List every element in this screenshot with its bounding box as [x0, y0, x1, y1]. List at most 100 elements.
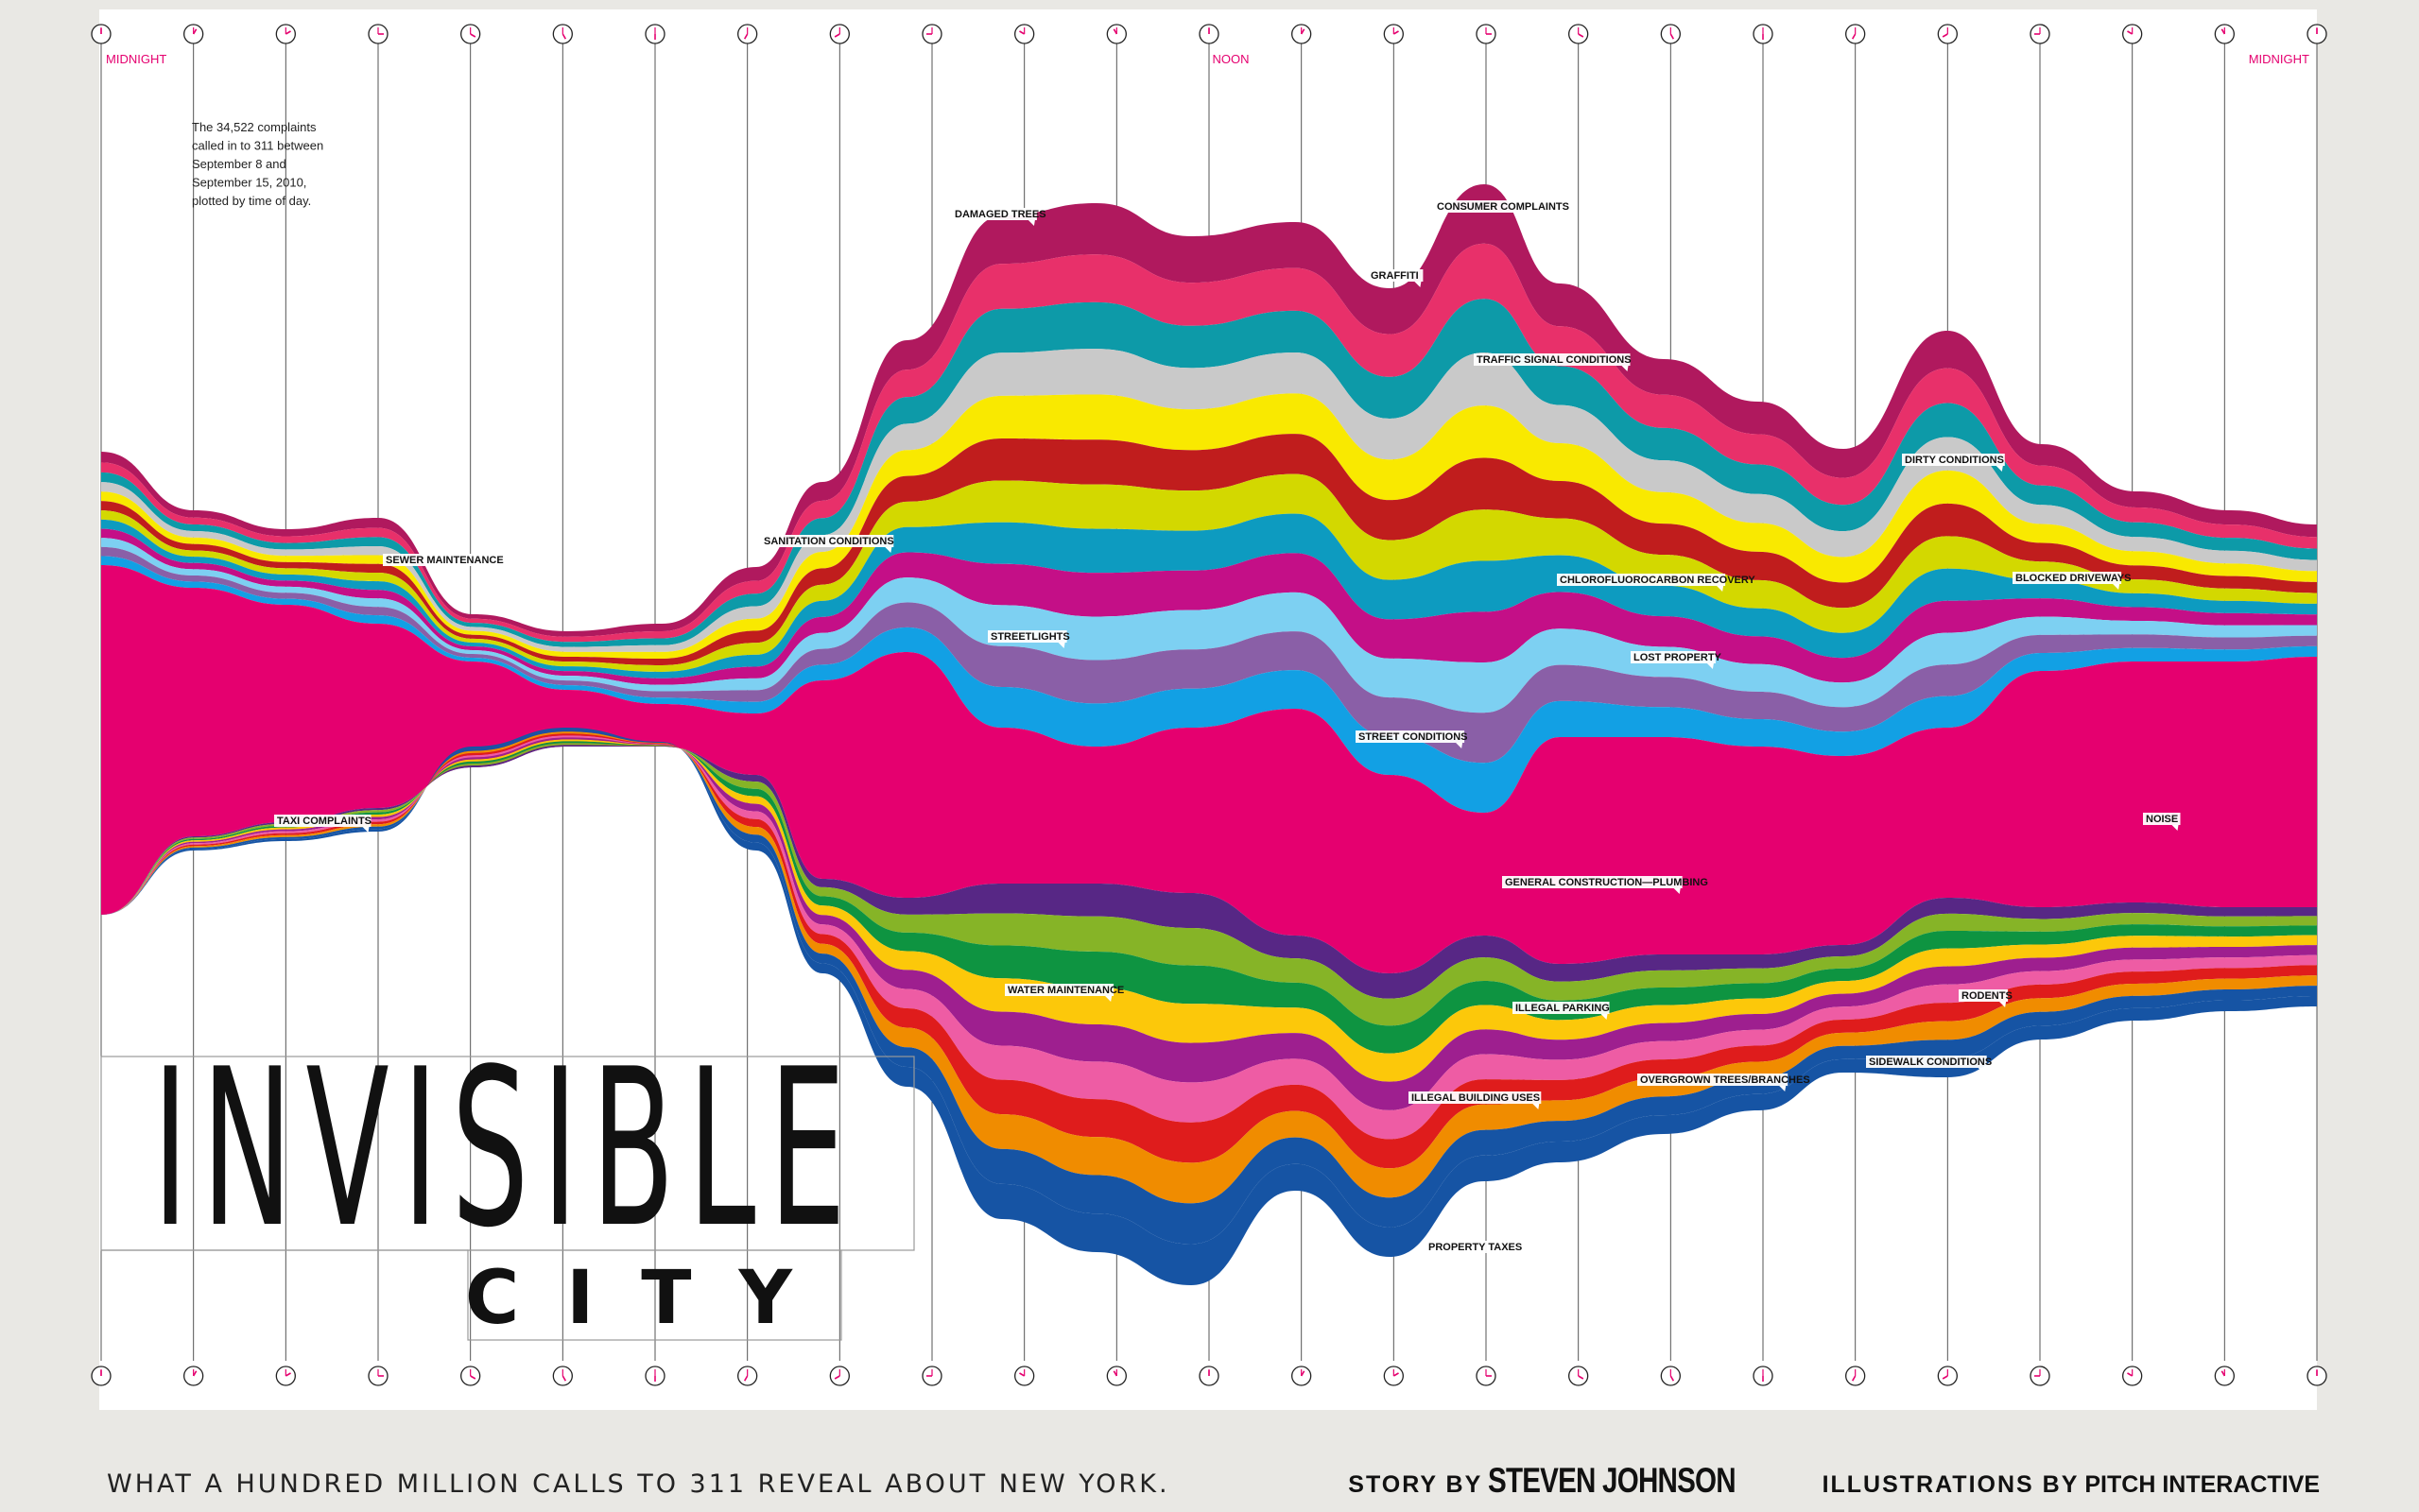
annotation-label: WATER MAINTENANCE	[1005, 984, 1124, 1002]
clock-icon	[1753, 24, 1773, 44]
time-label-midnight-right: MIDNIGHT	[2249, 52, 2309, 66]
clock-icon	[183, 24, 204, 44]
illustrations-credit: PITCH INTERACTIVE	[2084, 1471, 2320, 1498]
clock-icon	[1753, 1366, 1773, 1386]
annotation-label: RODENTS	[1959, 989, 2013, 1007]
title-box: INVISIBLE CITY	[100, 1022, 915, 1341]
annotation-text: STREET CONDITIONS	[1358, 731, 1468, 743]
annotation-text: NOISE	[2146, 814, 2178, 825]
stream-band	[101, 243, 2317, 643]
description-line: September 8 and	[192, 157, 286, 171]
clock-icon	[1845, 24, 1866, 44]
annotation-text: DIRTY CONDITIONS	[1905, 455, 2004, 466]
clock-icon	[1014, 1366, 1035, 1386]
chart-description: The 34,522 complaints called in to 311 be…	[192, 120, 323, 208]
annotations: DAMAGED TREES CONSUMER COMPLAINTS GRAFFITI…	[274, 200, 2181, 1259]
annotation-label: PROPERTY TAXES	[1425, 1241, 1522, 1259]
clock-icon	[1383, 24, 1404, 44]
annotation-text: BLOCKED DRIVEWAYS	[2015, 573, 2131, 584]
annotation-text: CONSUMER COMPLAINTS	[1437, 201, 1569, 213]
clock-icon	[368, 24, 389, 44]
annotation-text: OVERGROWN TREES/BRANCHES	[1640, 1074, 1810, 1086]
clock-icon	[1106, 24, 1127, 44]
annotation-label: GENERAL CONSTRUCTION—PLUMBING	[1502, 876, 1708, 894]
annotation-label: NOISE	[2143, 813, 2181, 831]
annotation-text: ILLEGAL PARKING	[1515, 1003, 1610, 1014]
annotation-label: OVERGROWN TREES/BRANCHES	[1637, 1074, 1810, 1091]
annotation-label: CHLOROFLUOROCARBON RECOVERY	[1557, 574, 1755, 592]
description-line: September 15, 2010,	[192, 176, 306, 190]
clock-icon	[645, 1366, 665, 1386]
time-label-midnight-left: MIDNIGHT	[106, 52, 166, 66]
clock-icon	[1014, 24, 1035, 44]
clock-icon	[1568, 24, 1589, 44]
title-main: INVISIBLE	[152, 1022, 859, 1276]
annotation-text: SEWER MAINTENANCE	[386, 555, 504, 566]
clock-icon	[1937, 1366, 1958, 1386]
stream-band	[101, 473, 2317, 672]
clock-icon	[275, 24, 296, 44]
clock-icon	[1845, 1366, 1866, 1386]
stream-band	[101, 393, 2317, 660]
clock-icon	[2214, 1366, 2235, 1386]
clock-icon	[368, 1366, 389, 1386]
annotation-label: GRAFFITI	[1368, 269, 1424, 287]
clock-icon	[552, 24, 573, 44]
description-line: plotted by time of day.	[192, 194, 311, 208]
annotation-text: GENERAL CONSTRUCTION—PLUMBING	[1505, 877, 1708, 888]
clock-icon	[2307, 24, 2327, 44]
bottom-clock-icons	[91, 1366, 2327, 1386]
clock-icon	[2307, 1366, 2327, 1386]
stream-band	[101, 184, 2317, 637]
clock-icon	[1476, 24, 1496, 44]
clock-icon	[737, 1366, 758, 1386]
time-label-noon: NOON	[1213, 52, 1250, 66]
stream-band	[101, 735, 2317, 1140]
stream-band	[101, 733, 2317, 1169]
stream-band	[101, 739, 2317, 1082]
clock-icon	[2214, 24, 2235, 44]
clock-icon	[922, 1366, 942, 1386]
stream-band	[101, 434, 2317, 665]
credits: STORY BY STEVEN JOHNSON ILLUSTRATIONS BY PI…	[1348, 1461, 2320, 1501]
annotation-text: GRAFFITI	[1371, 270, 1419, 282]
stream-band	[101, 556, 2317, 813]
stream-band	[101, 741, 2317, 1054]
story-label: STORY BY	[1348, 1471, 1483, 1498]
annotation-text: RODENTS	[1961, 990, 2013, 1002]
annotation-label: TAXI COMPLAINTS	[274, 815, 371, 833]
annotation-label: DAMAGED TREES	[952, 208, 1046, 226]
clock-icon	[1383, 1366, 1404, 1386]
clock-icon	[645, 24, 665, 44]
story-author: STEVEN JOHNSON	[1488, 1461, 1736, 1500]
clock-icon	[552, 1366, 573, 1386]
subtitle: WHAT A HUNDRED MILLION CALLS TO 311 REVE…	[107, 1469, 1170, 1499]
annotation-label: SIDEWALK CONDITIONS	[1866, 1056, 1992, 1074]
top-clock-icons	[91, 24, 2327, 44]
clock-icon	[1660, 1366, 1681, 1386]
annotation-label: CONSUMER COMPLAINTS	[1434, 200, 1569, 218]
annotation-label: ILLEGAL BUILDING USES	[1408, 1091, 1542, 1109]
description-line: called in to 311 between	[192, 139, 323, 153]
clock-icon	[922, 24, 942, 44]
clock-icon	[2122, 24, 2143, 44]
annotation-text: TAXI COMPLAINTS	[277, 816, 371, 827]
annotation-label: SANITATION CONDITIONS	[761, 535, 894, 553]
clock-icon	[2030, 24, 2050, 44]
annotation-text: WATER MAINTENANCE	[1008, 985, 1124, 996]
clock-icon	[460, 24, 481, 44]
clock-icon	[460, 1366, 481, 1386]
stream-band-noise	[101, 565, 2317, 973]
clock-icon	[91, 1366, 112, 1386]
illustrations-label: ILLUSTRATIONS BY	[1822, 1471, 2080, 1498]
clock-icon	[1937, 24, 1958, 44]
annotation-text: LOST PROPERTY	[1633, 652, 1722, 663]
annotation-label: STREET CONDITIONS	[1356, 730, 1468, 748]
annotation-text: DAMAGED TREES	[955, 209, 1046, 220]
annotation-text: STREETLIGHTS	[991, 631, 1070, 643]
clock-icon	[1568, 1366, 1589, 1386]
clock-icon	[1199, 1366, 1219, 1386]
clock-icon	[2122, 1366, 2143, 1386]
clock-icon	[829, 1366, 850, 1386]
